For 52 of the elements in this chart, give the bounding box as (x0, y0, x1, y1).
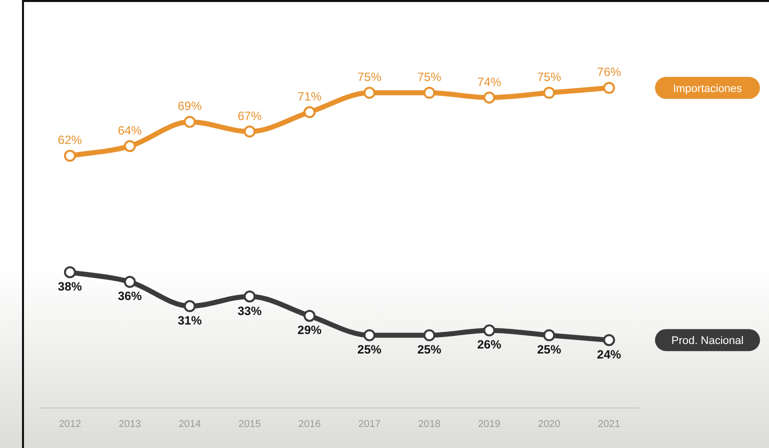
text: Importaciones (672, 82, 743, 95)
data-label: 33% (238, 304, 262, 318)
point (603, 82, 616, 94)
point (64, 266, 76, 278)
data-label: 24% (597, 347, 622, 362)
point (304, 310, 316, 322)
data-label: 25% (357, 342, 382, 357)
x-tick-label: 2014 (178, 418, 202, 430)
x-tick-label: 2019 (478, 418, 501, 430)
point (483, 92, 496, 104)
data-label: 31% (178, 313, 202, 328)
point (423, 329, 436, 342)
data-label: 29% (298, 323, 322, 338)
x-tick-label: 2017 (358, 418, 382, 430)
data-label: 74% (477, 74, 502, 89)
x-tick-label: 2016 (298, 418, 322, 430)
point (543, 86, 556, 99)
point (543, 329, 556, 342)
data-label: 26% (477, 338, 502, 352)
point (124, 140, 136, 152)
data-label: 25% (537, 342, 562, 357)
point (603, 334, 616, 346)
data-label: 75% (537, 70, 562, 84)
point (244, 126, 256, 138)
point (184, 300, 196, 312)
data-label: 62% (58, 133, 82, 148)
point (124, 276, 136, 288)
point (64, 150, 76, 162)
point (244, 290, 256, 302)
data-label: 25% (417, 342, 442, 357)
data-label: 71% (298, 89, 322, 104)
x-tick-label: 2018 (418, 418, 441, 430)
point (184, 116, 196, 128)
text: Prod. Nacional (671, 335, 744, 348)
x-tick-label: 2012 (58, 418, 82, 430)
point (363, 86, 376, 99)
point (363, 329, 376, 342)
x-tick-label: 2021 (598, 418, 621, 430)
data-label: 36% (118, 289, 142, 304)
point (304, 106, 316, 118)
data-label: 69% (178, 99, 202, 114)
x-tick-label: 2015 (238, 418, 262, 430)
point (423, 86, 436, 99)
data-label: 38% (58, 280, 82, 294)
data-label: 67% (238, 108, 262, 123)
x-tick-label: 2020 (538, 418, 561, 430)
data-label: 75% (417, 70, 442, 84)
data-label: 64% (118, 123, 142, 138)
x-tick-label: 2013 (118, 418, 142, 430)
point (483, 324, 496, 336)
data-label: 76% (597, 65, 622, 80)
data-label: 75% (357, 70, 382, 84)
